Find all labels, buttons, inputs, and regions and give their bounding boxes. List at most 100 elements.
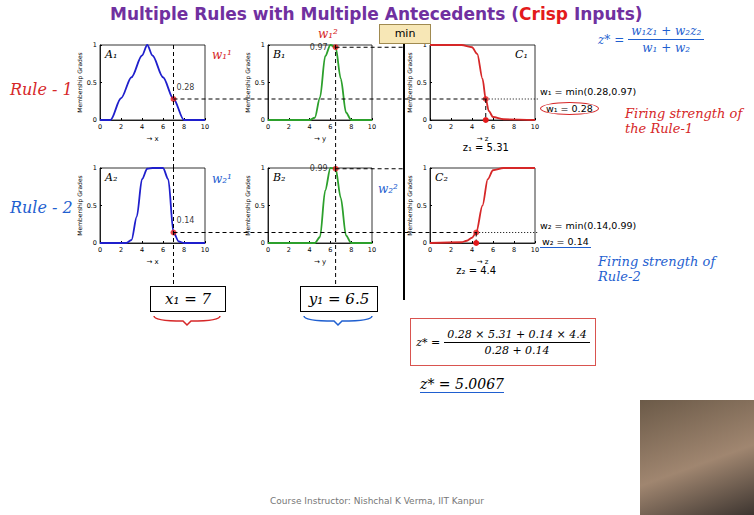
svg-text:0: 0 [423, 116, 427, 124]
svg-text:0: 0 [93, 116, 97, 124]
html-text:Firing strength of Rule-2: Firing strength of Rule-2 [598, 254, 716, 284]
svg-text:0.5: 0.5 [417, 202, 427, 210]
svg-text:4: 4 [308, 246, 312, 254]
html-text:Multiple Rules with Multiple A: Multiple Rules with Multiple Antecedents… [110, 4, 643, 24]
svg-text:0.99: 0.99 [310, 164, 328, 173]
svg-text:0.5: 0.5 [255, 202, 265, 210]
html-text:x₁ = 7: x₁ = 7 [164, 290, 212, 308]
svg-text:Membership Grades: Membership Grades [244, 52, 252, 112]
svg-text:B₁: B₁ [272, 48, 286, 61]
svg-text:0.28: 0.28 [177, 83, 195, 92]
svg-text:8: 8 [182, 123, 186, 131]
svg-text:0.14: 0.14 [177, 216, 195, 225]
html-text:z* =: z* = [598, 32, 625, 47]
html-text:z* =: z* = [416, 335, 441, 349]
svg-text:0: 0 [266, 246, 270, 254]
html-text:w₁²: w₁² [318, 27, 338, 41]
svg-text:Membership Grades: Membership Grades [244, 175, 252, 235]
html-text:w₂²: w₂² [378, 182, 398, 196]
svg-text:2: 2 [449, 246, 453, 254]
svg-text:6: 6 [161, 246, 165, 254]
svg-text:8: 8 [349, 246, 353, 254]
html-text:y₁ = 6.5: y₁ = 6.5 [308, 290, 370, 308]
svg-text:z₂ = 4.4: z₂ = 4.4 [456, 265, 496, 276]
html-text:0.28 + 0.14: 0.28 + 0.14 [484, 343, 550, 357]
svg-text:0: 0 [98, 246, 102, 254]
svg-text:A₁: A₁ [104, 48, 117, 61]
svg-text:1: 1 [93, 41, 97, 49]
svg-text:A₂: A₂ [104, 171, 117, 184]
html-text:0.28 × 5.31 + 0.14 × 4.4: 0.28 × 5.31 + 0.14 × 4.4 [447, 327, 587, 341]
svg-text:→ y: → y [314, 135, 326, 143]
svg-text:10: 10 [531, 246, 539, 254]
svg-text:1: 1 [423, 164, 427, 172]
svg-text:0: 0 [261, 116, 265, 124]
html-text:z* = 5.0067: z* = 5.0067 [420, 376, 504, 392]
svg-text:Membership Grades: Membership Grades [406, 52, 414, 112]
svg-text:8: 8 [349, 123, 353, 131]
html-text:w₂ = min(0.14,0.99): w₂ = min(0.14,0.99) [540, 220, 637, 231]
svg-text:Membership Grades: Membership Grades [76, 175, 84, 235]
svg-text:→ y: → y [314, 258, 326, 266]
svg-text:B₂: B₂ [272, 171, 286, 184]
svg-text:1: 1 [261, 41, 265, 49]
html-text:Firing strength of the Rule-1: Firing strength of the Rule-1 [625, 106, 743, 136]
svg-text:0: 0 [428, 123, 432, 131]
svg-text:4: 4 [470, 246, 474, 254]
svg-text:4: 4 [470, 123, 474, 131]
svg-text:0: 0 [266, 123, 270, 131]
svg-text:Membership Grades: Membership Grades [76, 52, 84, 112]
svg-text:0.5: 0.5 [255, 79, 265, 87]
svg-text:4: 4 [140, 123, 144, 131]
svg-text:8: 8 [182, 246, 186, 254]
html-text:w₁z₁ + w₂z₂: w₁z₁ + w₂z₂ [631, 24, 702, 38]
html-text:Rule - 1: Rule - 1 [10, 80, 73, 99]
html-text:w₂ = 0.14: w₂ = 0.14 [542, 236, 589, 247]
svg-text:0.97: 0.97 [310, 43, 328, 52]
svg-text:Membership Grades: Membership Grades [406, 175, 414, 235]
svg-text:6: 6 [328, 246, 332, 254]
html-text:Rule - 2: Rule - 2 [10, 198, 73, 217]
svg-text:2: 2 [119, 123, 123, 131]
svg-text:C₁: C₁ [515, 48, 528, 61]
svg-text:0: 0 [93, 239, 97, 247]
svg-text:0: 0 [423, 239, 427, 247]
svg-text:0: 0 [98, 123, 102, 131]
svg-text:z₁ = 5.31: z₁ = 5.31 [463, 142, 509, 153]
html-text:w₁ = 0.28: w₁ = 0.28 [546, 103, 593, 114]
svg-text:10: 10 [368, 123, 376, 131]
svg-text:0.5: 0.5 [87, 79, 97, 87]
html-text:w₁ = min(0.28,0.97): w₁ = min(0.28,0.97) [540, 86, 637, 97]
svg-text:10: 10 [368, 246, 376, 254]
svg-text:1: 1 [423, 41, 427, 49]
svg-text:0.5: 0.5 [87, 202, 97, 210]
svg-text:4: 4 [140, 246, 144, 254]
svg-text:6: 6 [491, 246, 495, 254]
svg-text:8: 8 [512, 246, 516, 254]
svg-text:2: 2 [119, 246, 123, 254]
svg-text:→ x: → x [146, 135, 158, 143]
svg-text:0.5: 0.5 [417, 79, 427, 87]
html-text:min: min [394, 27, 416, 40]
svg-text:10: 10 [201, 246, 209, 254]
svg-text:6: 6 [328, 123, 332, 131]
html-text:w₁¹: w₁¹ [212, 48, 232, 62]
svg-text:2: 2 [449, 123, 453, 131]
svg-text:C₂: C₂ [435, 171, 448, 184]
svg-text:4: 4 [308, 123, 312, 131]
html-text:w₁ + w₂: w₁ + w₂ [642, 41, 691, 55]
svg-text:2: 2 [287, 246, 291, 254]
svg-text:6: 6 [161, 123, 165, 131]
svg-text:10: 10 [201, 123, 209, 131]
svg-text:1: 1 [93, 164, 97, 172]
svg-text:0: 0 [428, 246, 432, 254]
svg-text:1: 1 [261, 164, 265, 172]
svg-text:2: 2 [287, 123, 291, 131]
svg-text:6: 6 [491, 123, 495, 131]
svg-text:10: 10 [531, 123, 539, 131]
svg-text:→ x: → x [146, 258, 158, 266]
html-text:w₂¹: w₂¹ [212, 172, 232, 186]
svg-text:0: 0 [261, 239, 265, 247]
html-text:Course Instructor: Nishchal K: Course Instructor: Nishchal K Verma, IIT… [270, 496, 484, 506]
svg-text:8: 8 [512, 123, 516, 131]
